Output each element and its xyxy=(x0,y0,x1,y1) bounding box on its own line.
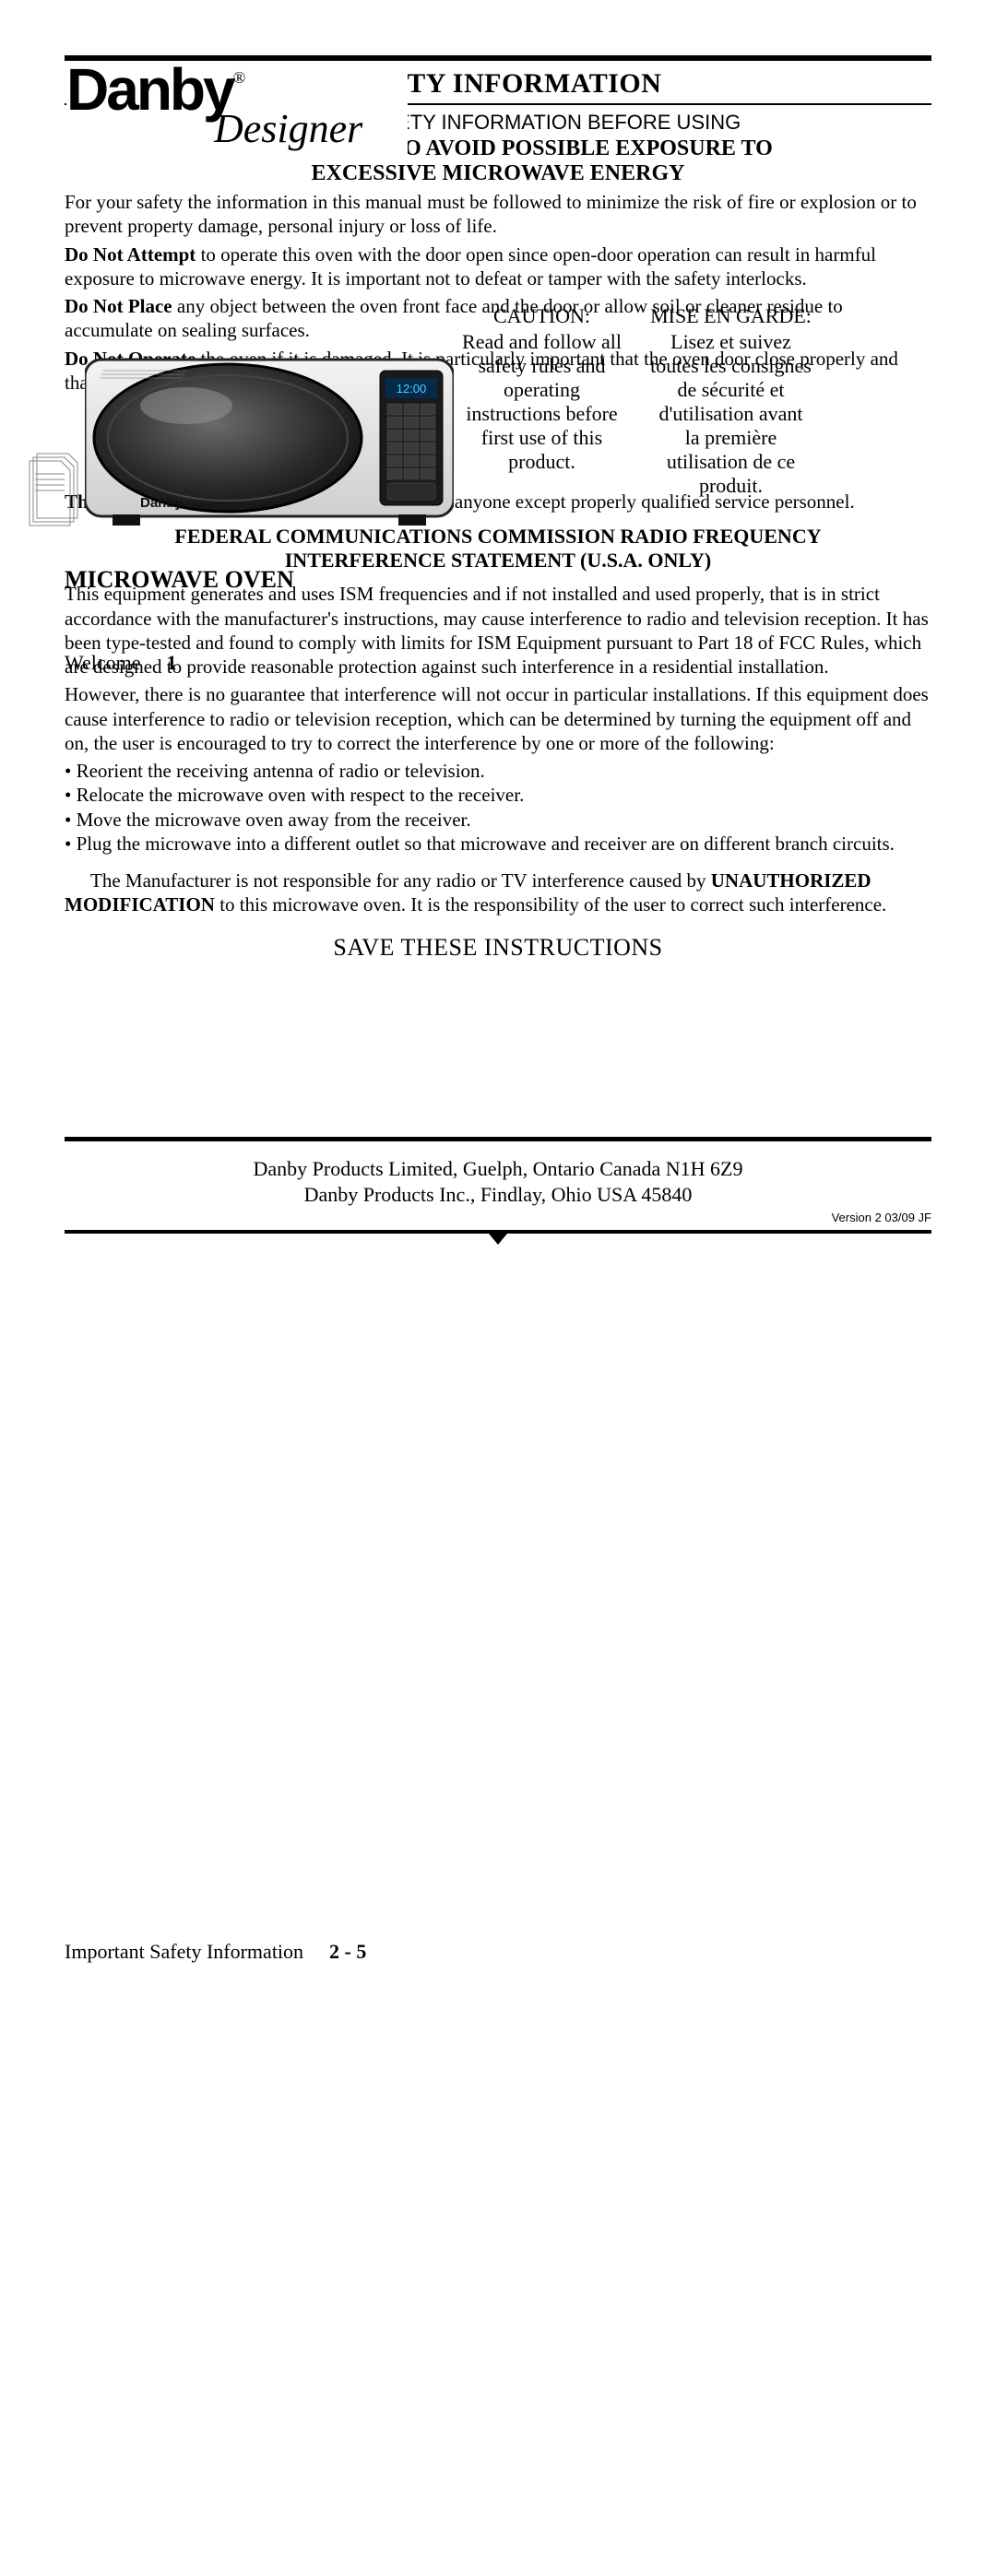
page-stack-icon xyxy=(28,452,83,535)
caution-fr-head: MISE EN GARDE: xyxy=(650,304,812,328)
toc-row: Important Safety Information2 - 5 xyxy=(65,1885,931,2576)
caution-en-head: CAUTION: xyxy=(461,304,622,328)
microwave-clock: 12:00 xyxy=(397,382,427,396)
microwave-brand: Danby xyxy=(140,495,184,511)
footer-address-1: Danby Products Limited, Guelph, Ontario … xyxy=(65,1156,931,1182)
do-not-attempt-label: Do Not Attempt xyxy=(65,243,196,266)
registered-mark: ® xyxy=(233,68,246,88)
precautions-line-2: EXCESSIVE MICROWAVE ENERGY xyxy=(65,161,931,186)
footer-version: Version 2 03/09 JF xyxy=(65,1211,931,1224)
toc-en: Welcome1 Important Safety Information2 -… xyxy=(65,596,931,2576)
toc-layer: MICROWAVE OVEN Welcome1 Important Safety… xyxy=(65,562,931,2576)
footer-address-2: Danby Products Inc., Findlay, Ohio USA 4… xyxy=(65,1182,931,1208)
microwave-illustration: 12:00 Danby Designer xyxy=(85,350,454,535)
page-footer: Danby Products Limited, Guelph, Ontario … xyxy=(65,1137,931,1251)
logo-danby-text: Danby xyxy=(66,65,233,114)
footer-rule-upper xyxy=(65,1137,931,1141)
toc-heading-en: MICROWAVE OVEN xyxy=(65,566,931,594)
caution-fr-body: Lisez et suivez toutes les consignes de … xyxy=(650,330,812,498)
caution-en: CAUTION: Read and follow all safety rule… xyxy=(461,304,622,498)
caution-fr: MISE EN GARDE: Lisez et suivez toutes le… xyxy=(650,304,812,498)
safety-p1: For your safety the information in this … xyxy=(65,190,931,239)
microwave-subbrand: Designer xyxy=(185,497,227,510)
safety-p2: Do Not Attempt to operate this oven with… xyxy=(65,242,931,291)
logo-designer-text: Designer xyxy=(214,105,408,152)
brand-logo: Danby® Designer xyxy=(66,65,408,157)
caution-en-body: Read and follow all safety rules and ope… xyxy=(461,330,622,474)
do-not-place-label: Do Not Place xyxy=(65,295,172,317)
caution-columns: CAUTION: Read and follow all safety rule… xyxy=(461,304,812,498)
chevron-down-icon xyxy=(65,1232,931,1251)
